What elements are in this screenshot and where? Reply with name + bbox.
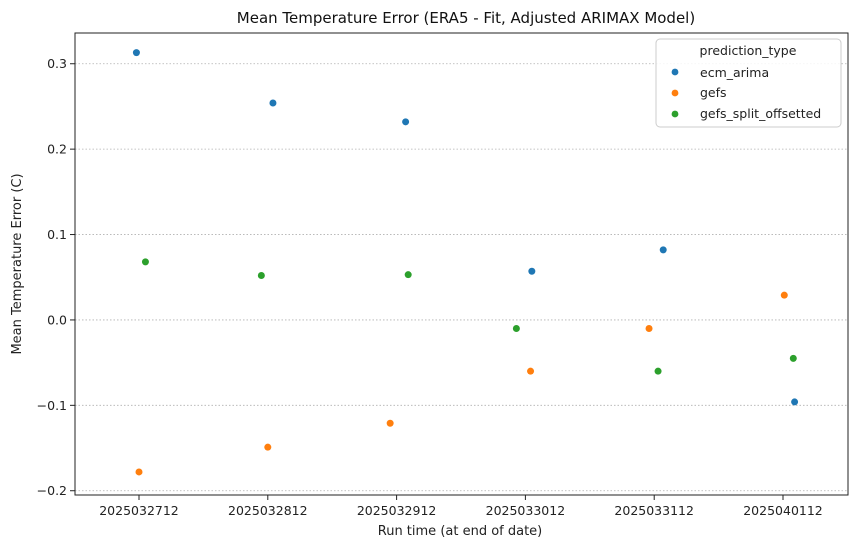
x-tick-label: 2025033012 xyxy=(486,503,566,518)
x-tick-label: 2025033112 xyxy=(614,503,694,518)
data-point-gefs xyxy=(645,324,653,332)
data-point-gefs xyxy=(527,367,535,375)
data-point-gefs xyxy=(386,419,394,427)
data-point-gefs-split-offsetted xyxy=(654,367,662,375)
x-axis-label: Run time (at end of date) xyxy=(378,524,543,539)
y-tick-label: −0.1 xyxy=(37,398,67,413)
x-tick-label: 2025040112 xyxy=(743,503,823,518)
legend-title: prediction_type xyxy=(700,43,797,58)
x-tick-label: 2025032712 xyxy=(99,503,179,518)
data-point-ecm-arima xyxy=(402,118,410,126)
data-point-ecm-arima xyxy=(132,49,140,57)
legend-marker-gefs xyxy=(671,89,679,97)
grid-lines xyxy=(75,63,848,492)
legend-entry-gefs: gefs xyxy=(671,85,727,100)
data-point-gefs-split-offsetted xyxy=(257,272,265,280)
legend-entry-gefs-split-offsetted: gefs_split_offsetted xyxy=(671,106,821,121)
y-tick-label: 0.0 xyxy=(47,312,67,327)
x-axis: 2025032712 2025032812 2025032912 2025033012… xyxy=(99,495,823,518)
legend-label-gefs-split-offsetted: gefs_split_offsetted xyxy=(700,106,821,121)
data-point-gefs-split-offsetted xyxy=(512,324,520,332)
data-point-gefs xyxy=(264,443,272,451)
y-tick-label: 0.2 xyxy=(47,142,67,157)
data-point-ecm-arima xyxy=(659,246,667,254)
series-ecm-arima xyxy=(132,49,799,406)
data-point-ecm-arima xyxy=(269,99,277,107)
legend: prediction_type ecm_arima gefs gefs_spli… xyxy=(655,38,842,128)
plot-frame xyxy=(74,32,849,496)
chart-title: Mean Temperature Error (ERA5 - Fit, Adju… xyxy=(237,9,695,27)
y-axis-label: Mean Temperature Error (C) xyxy=(10,173,25,354)
data-points xyxy=(132,49,799,476)
series-gefs xyxy=(135,291,788,476)
y-axis: −0.2 −0.1 0.0 0.1 0.2 0.3 xyxy=(37,56,75,498)
y-tick-label: −0.2 xyxy=(37,483,67,498)
legend-label-gefs: gefs xyxy=(700,85,727,100)
x-tick-label: 2025032912 xyxy=(357,503,437,518)
data-point-gefs-split-offsetted xyxy=(789,354,797,362)
data-point-gefs xyxy=(135,468,143,476)
series-gefs-split-offsetted xyxy=(141,258,797,375)
data-point-gefs-split-offsetted xyxy=(404,271,412,279)
y-tick-label: 0.1 xyxy=(47,227,67,242)
data-point-ecm-arima xyxy=(791,398,799,406)
data-point-gefs xyxy=(780,291,788,299)
data-point-gefs-split-offsetted xyxy=(141,258,149,266)
legend-marker-ecm-arima xyxy=(671,68,679,76)
legend-entry-ecm-arima: ecm_arima xyxy=(671,65,769,80)
legend-label-ecm-arima: ecm_arima xyxy=(700,65,769,80)
legend-marker-gefs-split-offsetted xyxy=(671,110,679,118)
x-tick-label: 2025032812 xyxy=(228,503,308,518)
y-tick-label: 0.3 xyxy=(47,56,67,71)
data-point-ecm-arima xyxy=(528,267,536,275)
legend-box xyxy=(655,38,842,128)
